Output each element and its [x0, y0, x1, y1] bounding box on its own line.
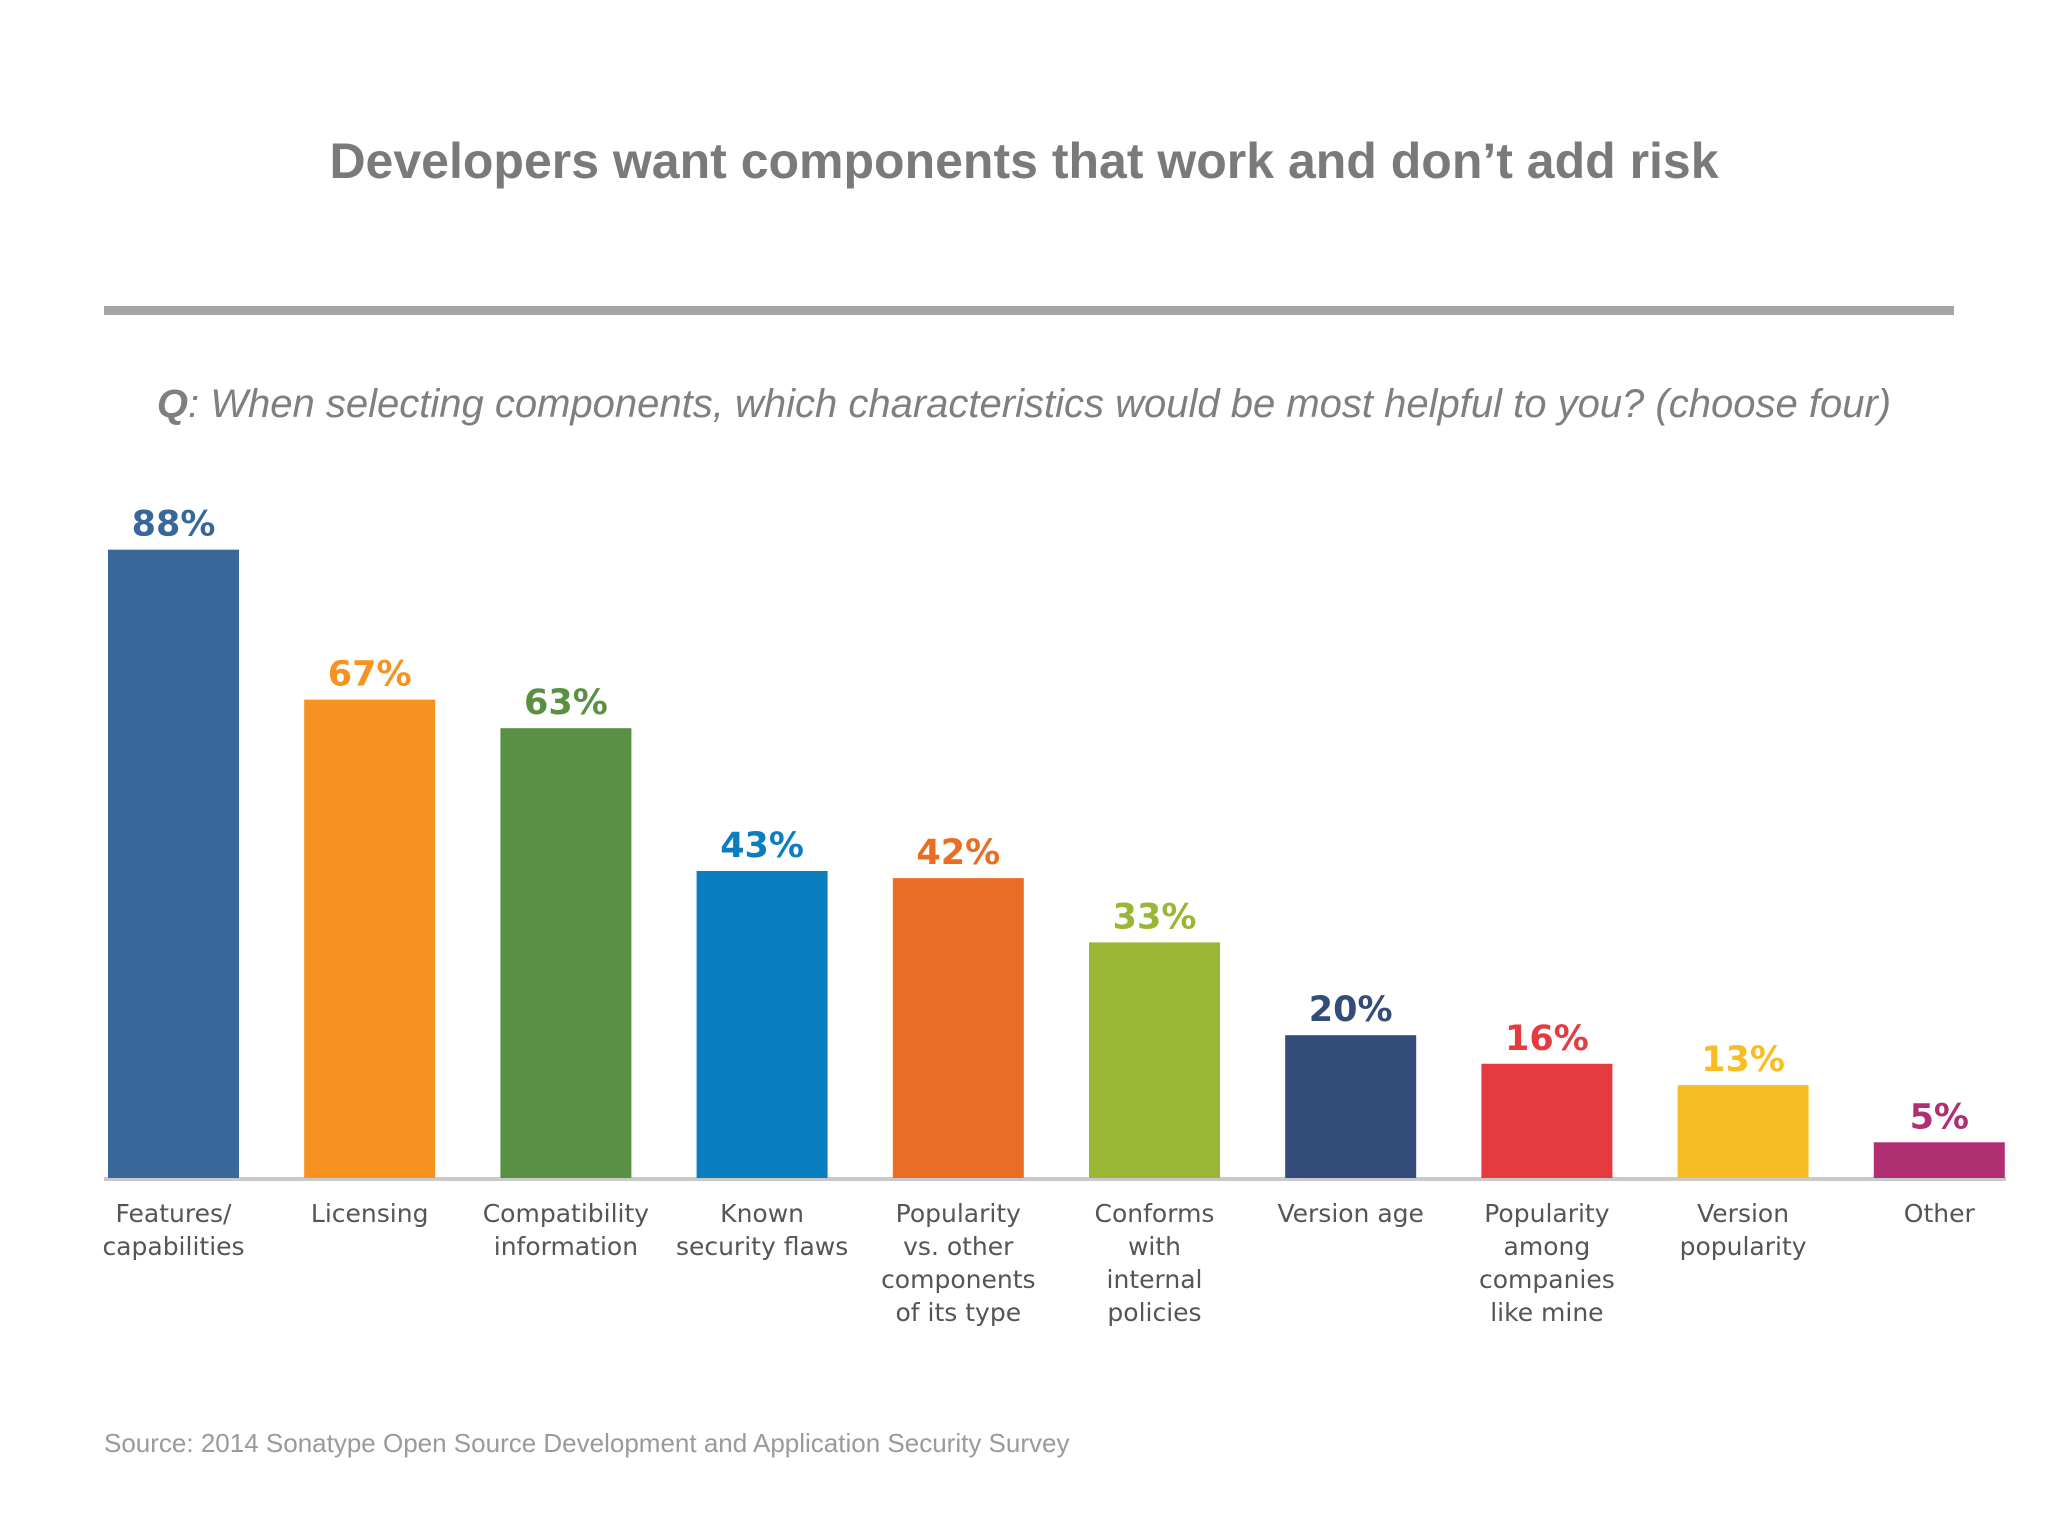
category-label-line: Conforms — [1095, 1199, 1215, 1228]
question-prefix: Q — [156, 382, 189, 426]
category-label: Popularity vs. other components of its type — [881, 1199, 1035, 1327]
category-label: Conforms with internal policies — [1095, 1199, 1215, 1327]
category-label-line: internal — [1107, 1265, 1203, 1294]
bar — [1285, 1035, 1417, 1178]
category-label-line: Licensing — [311, 1199, 429, 1228]
category-label-line: Other — [1904, 1199, 1976, 1228]
survey-question: Q: When selecting components, which char… — [0, 382, 2048, 427]
bar-value-label: 13% — [1701, 1040, 1785, 1080]
category-label: Version age — [1277, 1199, 1423, 1228]
category-label-line: capabilities — [102, 1232, 244, 1261]
bar-value-label: 16% — [1505, 1019, 1589, 1059]
category-label-line: with — [1128, 1232, 1181, 1261]
category-label-line: Features/ — [116, 1199, 232, 1228]
category-label: Licensing — [311, 1199, 429, 1228]
category-label-line: Known — [720, 1199, 804, 1228]
bar — [108, 549, 239, 1178]
category-label: Popularity among companies like mine — [1479, 1199, 1615, 1327]
bar-value-label: 33% — [1113, 897, 1197, 937]
category-label: Compatibility information — [483, 1199, 650, 1261]
category-label-line: vs. other — [903, 1232, 1014, 1261]
bar — [696, 870, 828, 1178]
bar — [1089, 942, 1220, 1178]
category-label-line: Popularity — [1484, 1199, 1609, 1228]
category-label-line: Compatibility — [483, 1199, 650, 1228]
category-label: Known security flaws — [676, 1199, 848, 1261]
bar-chart: 88% Features/capabilities 67% Licensing 63% C… — [102, 505, 2006, 1327]
bar — [892, 878, 1024, 1178]
bar — [1677, 1085, 1809, 1178]
category-label-line: companies — [1479, 1265, 1615, 1294]
bar-value-label: 5% — [1910, 1097, 1969, 1137]
question-text: : When selecting components, which chara… — [188, 382, 1892, 426]
category-label-line: Version age — [1277, 1199, 1423, 1228]
category-label-line: policies — [1107, 1298, 1201, 1327]
category-label-line: Version — [1697, 1199, 1789, 1228]
category-label: Version popularity — [1680, 1199, 1807, 1261]
category-label-line: information — [494, 1232, 638, 1261]
category-label: Other — [1904, 1199, 1976, 1228]
bar — [304, 699, 436, 1178]
category-label-line: Popularity — [896, 1199, 1021, 1228]
category-label-line: components — [881, 1265, 1035, 1294]
source-note: Source: 2014 Sonatype Open Source Develo… — [104, 1428, 1070, 1458]
bar-value-label: 20% — [1309, 990, 1393, 1030]
category-label-line: among — [1504, 1232, 1591, 1261]
category-label: Features/capabilities — [102, 1199, 244, 1261]
category-label-line: popularity — [1680, 1232, 1807, 1261]
title-divider — [104, 306, 1954, 315]
bar-value-label: 43% — [720, 826, 804, 866]
bar-value-label: 67% — [328, 655, 412, 695]
bar-value-label: 63% — [524, 683, 608, 723]
bar — [1481, 1063, 1613, 1178]
slide-title: Developers want components that work and… — [329, 133, 1719, 189]
category-label-line: like mine — [1490, 1298, 1603, 1327]
category-label-line: security flaws — [676, 1232, 848, 1261]
bar — [1873, 1142, 2005, 1178]
bar — [500, 728, 632, 1178]
bar-value-label: 88% — [132, 505, 216, 545]
bar-value-label: 42% — [916, 833, 1000, 873]
category-label-line: of its type — [895, 1298, 1021, 1327]
